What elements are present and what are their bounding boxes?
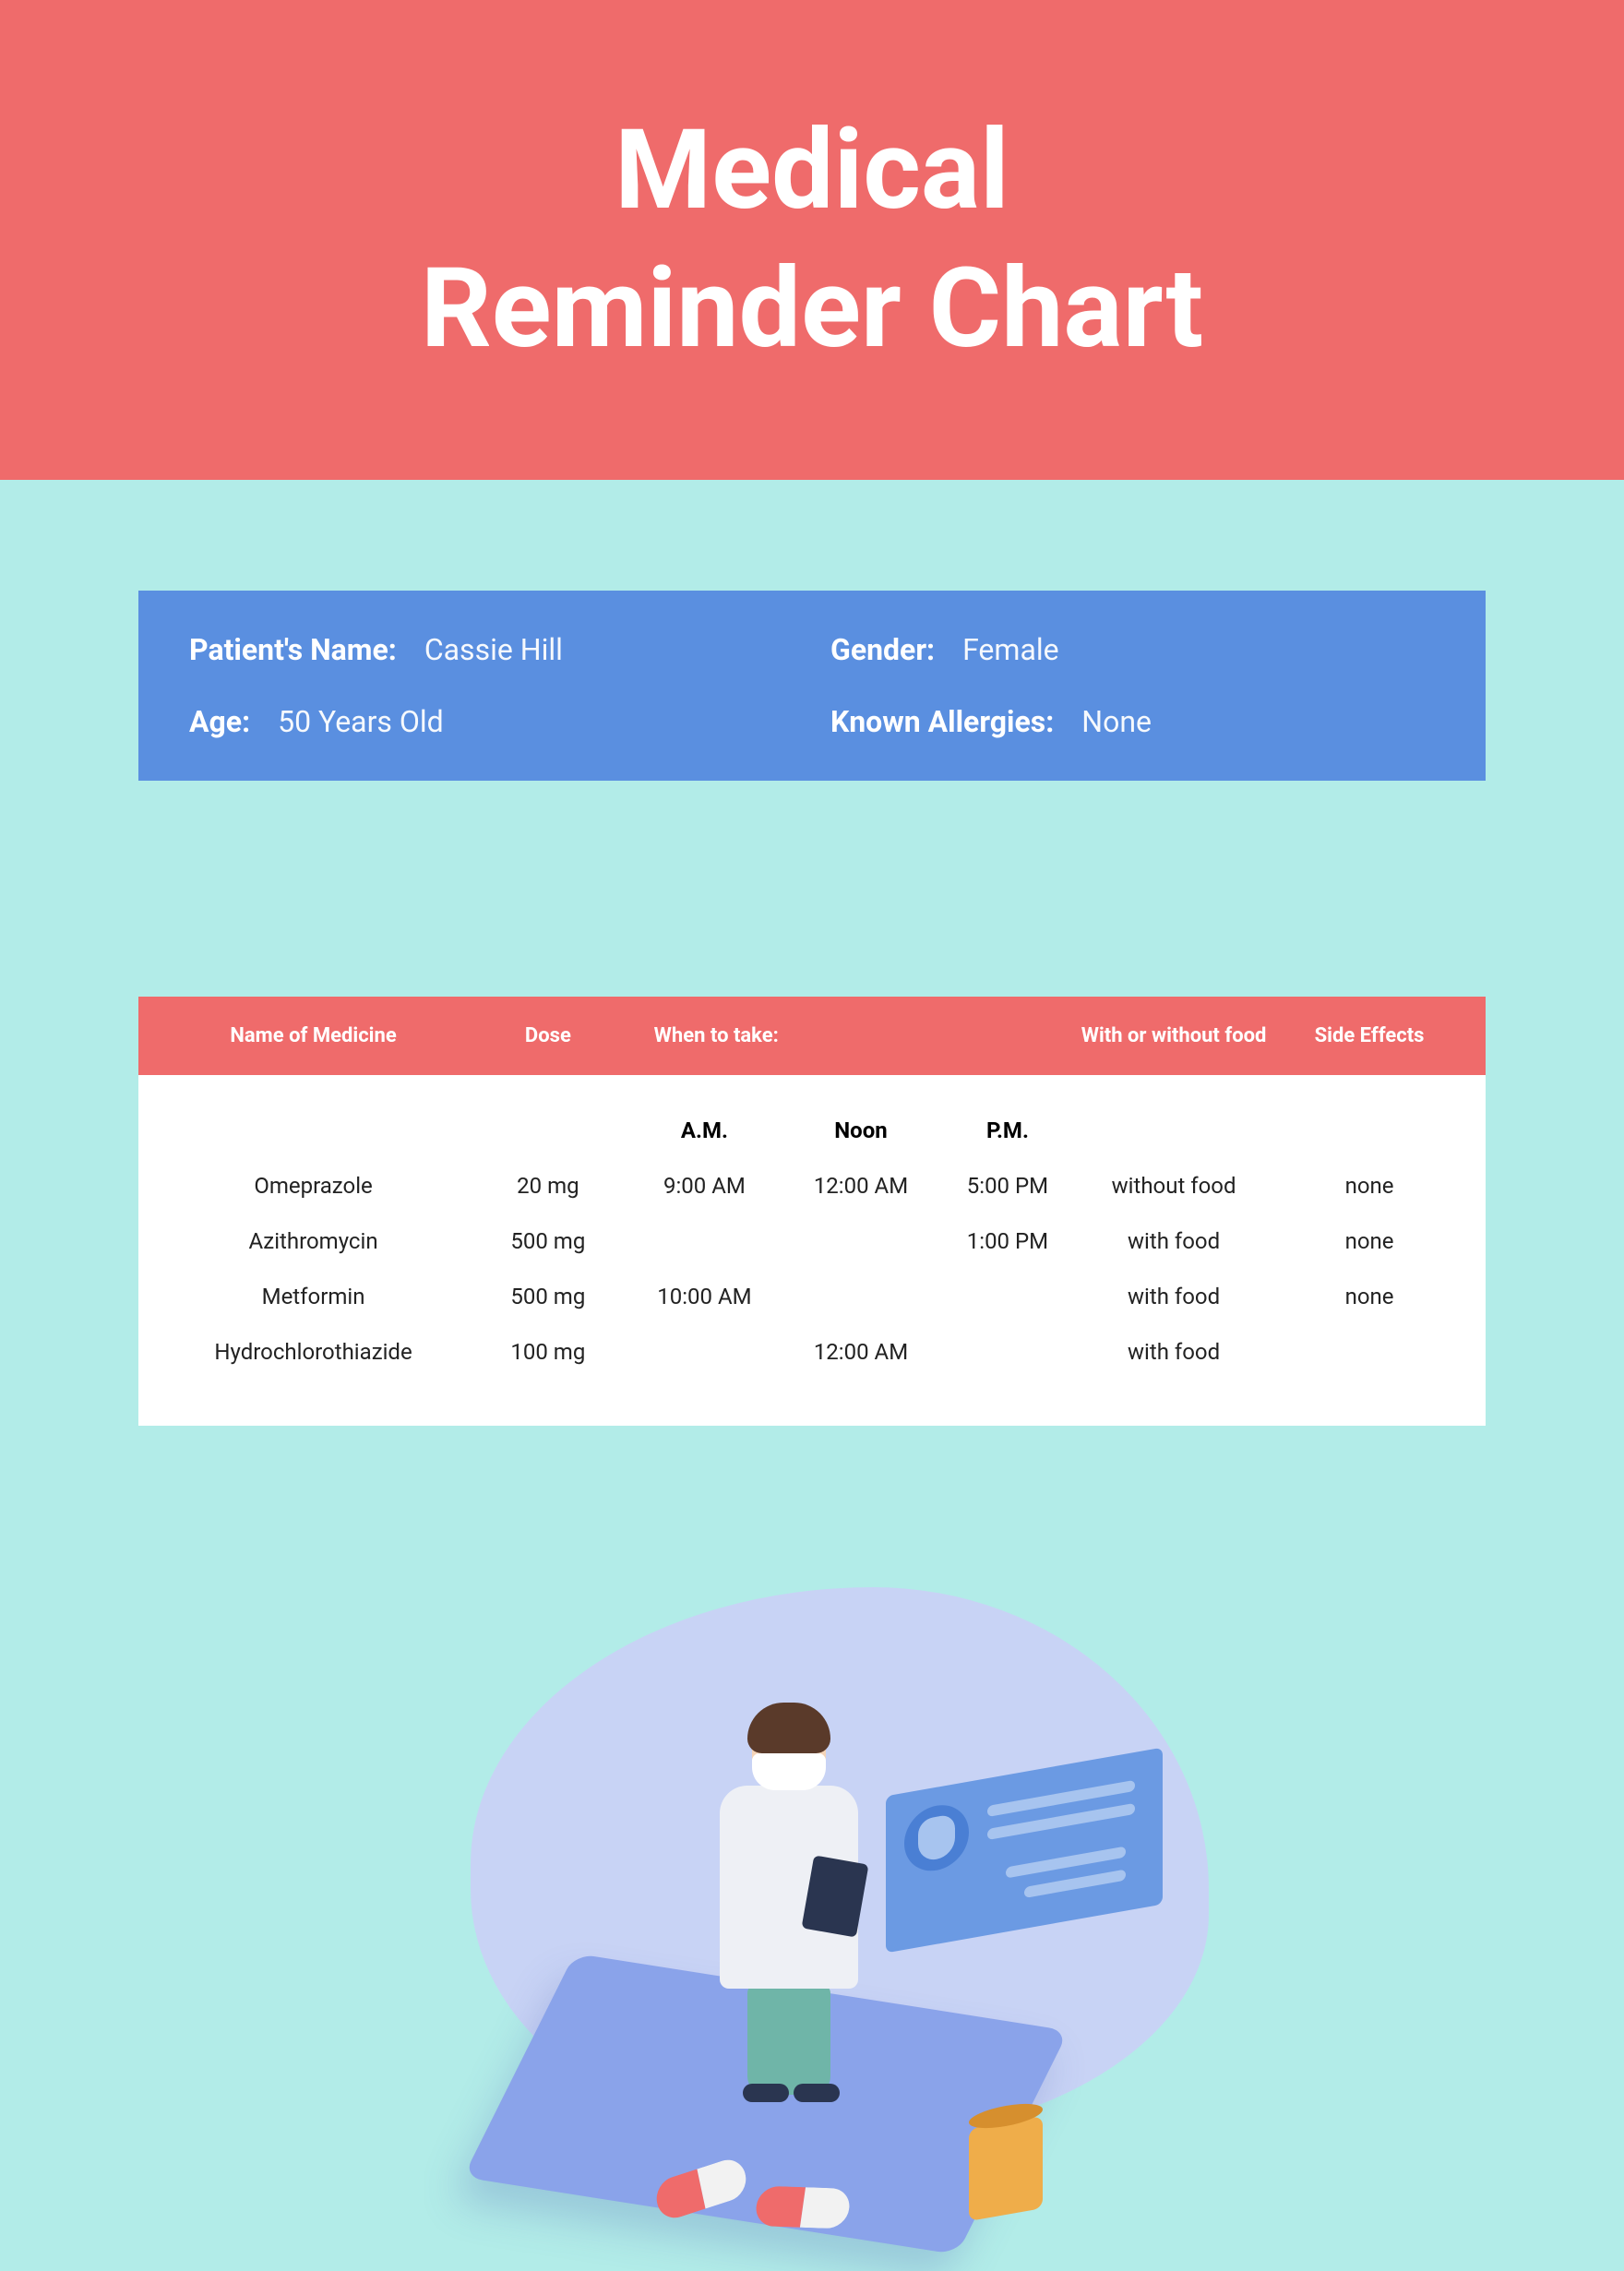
- patient-age-value: 50 Years Old: [278, 704, 444, 739]
- col-side-effects: Side Effects: [1272, 1024, 1467, 1047]
- pill-bottle-icon: [969, 2116, 1043, 2221]
- table-row: Hydrochlorothiazide100 mg 12:00 AM with fo…: [157, 1324, 1467, 1380]
- table-row: Omeprazole20 mg9:00 AM12:00 AM5:00 PMwit…: [157, 1158, 1467, 1213]
- page-body: Patient's Name: Cassie Hill Gender: Fema…: [0, 480, 1624, 2271]
- tablet-icon: [802, 1855, 869, 1937]
- cell-pm: 1:00 PM: [939, 1228, 1076, 1254]
- screen-line: [1024, 1870, 1126, 1898]
- cell-medicine: Azithromycin: [157, 1228, 470, 1254]
- patient-name-value: Cassie Hill: [424, 632, 563, 667]
- patient-age-field: Age: 50 Years Old: [189, 704, 794, 739]
- cell-side_effects: none: [1272, 1228, 1467, 1254]
- cell-medicine: Metformin: [157, 1284, 470, 1309]
- subcol-noon: Noon: [782, 1118, 939, 1143]
- patient-gender-value: Female: [962, 632, 1059, 667]
- page-root: Medical Reminder Chart Patient's Name: C…: [0, 0, 1624, 2271]
- patient-gender-field: Gender: Female: [830, 632, 1435, 667]
- table-body: A.M. Noon P.M. Omeprazole20 mg9:00 AM12:…: [138, 1075, 1486, 1426]
- col-dose: Dose: [470, 1024, 627, 1047]
- subcol-pm: P.M.: [939, 1118, 1076, 1143]
- cell-pm: 5:00 PM: [939, 1173, 1076, 1199]
- cell-dose: 100 mg: [470, 1339, 627, 1365]
- cell-dose: 20 mg: [470, 1173, 627, 1199]
- patient-allergies-value: None: [1081, 704, 1152, 739]
- patient-info-card: Patient's Name: Cassie Hill Gender: Fema…: [138, 591, 1486, 781]
- title-line-1: Medical: [615, 106, 1009, 235]
- patient-gender-label: Gender:: [830, 632, 935, 667]
- doctor-figure: [701, 1707, 867, 2095]
- patient-name-field: Patient's Name: Cassie Hill: [189, 632, 794, 667]
- cell-am: 10:00 AM: [627, 1284, 783, 1309]
- table-row: Metformin500 mg10:00 AM with foodnone: [157, 1269, 1467, 1324]
- subcol-am: A.M.: [627, 1118, 783, 1143]
- cell-food: with food: [1076, 1339, 1272, 1365]
- table-subheader-row: A.M. Noon P.M.: [157, 1103, 1467, 1158]
- mask-icon: [752, 1753, 826, 1790]
- table-row: Azithromycin500 mg 1:00 PMwith foodnone: [157, 1213, 1467, 1269]
- cell-noon: 12:00 AM: [782, 1173, 939, 1199]
- cell-dose: 500 mg: [470, 1228, 627, 1254]
- medicine-table: Name of Medicine Dose When to take: With…: [138, 997, 1486, 1426]
- page-header: Medical Reminder Chart: [0, 0, 1624, 480]
- cell-medicine: Omeprazole: [157, 1173, 470, 1199]
- cell-food: without food: [1076, 1173, 1272, 1199]
- patient-age-label: Age:: [189, 704, 250, 739]
- doctor-illustration: [397, 1587, 1227, 2252]
- col-when: When to take:: [627, 1024, 1076, 1047]
- col-food: With or without food: [1076, 1024, 1272, 1047]
- cell-medicine: Hydrochlorothiazide: [157, 1339, 470, 1365]
- avatar-icon: [904, 1800, 969, 1876]
- pill-icon: [754, 2185, 853, 2229]
- title-line-2: Reminder Chart: [421, 245, 1203, 374]
- cell-am: 9:00 AM: [627, 1173, 783, 1199]
- cell-side_effects: none: [1272, 1284, 1467, 1309]
- cell-noon: 12:00 AM: [782, 1339, 939, 1365]
- cell-food: with food: [1076, 1284, 1272, 1309]
- patient-name-label: Patient's Name:: [189, 632, 397, 667]
- patient-allergies-label: Known Allergies:: [830, 704, 1054, 739]
- table-header-row: Name of Medicine Dose When to take: With…: [138, 997, 1486, 1075]
- page-title: Medical Reminder Chart: [421, 102, 1203, 378]
- cell-food: with food: [1076, 1228, 1272, 1254]
- cell-side_effects: none: [1272, 1173, 1467, 1199]
- col-medicine: Name of Medicine: [157, 1024, 470, 1047]
- cell-dose: 500 mg: [470, 1284, 627, 1309]
- patient-allergies-field: Known Allergies: None: [830, 704, 1435, 739]
